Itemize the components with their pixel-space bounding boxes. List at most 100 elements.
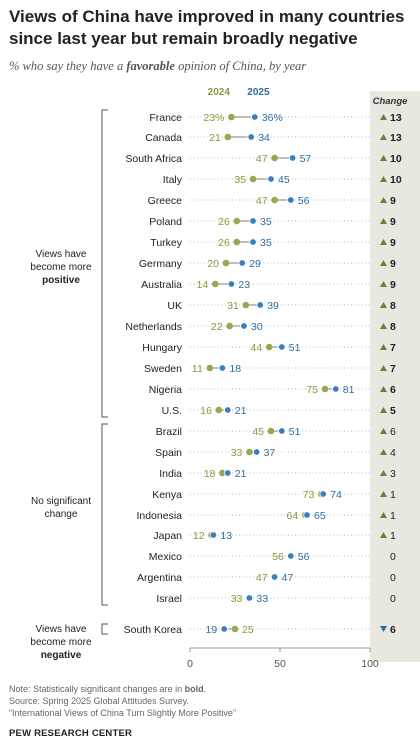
change-column-bg [370, 91, 420, 662]
up-arrow-icon [380, 239, 387, 245]
country-label: Poland [149, 216, 182, 228]
value-2025: 51 [289, 342, 301, 354]
dot-2024 [206, 364, 214, 372]
change-value: 9 [390, 258, 396, 270]
up-arrow-icon [380, 407, 387, 413]
dot-2024 [271, 154, 278, 162]
country-label: Canada [145, 132, 182, 144]
dot-2025 [220, 625, 228, 633]
down-arrow-icon [380, 626, 387, 632]
value-2025: 36% [262, 112, 283, 124]
bracket-no-change [101, 423, 108, 606]
value-2025: 23 [238, 279, 250, 291]
change-value: 6 [390, 384, 396, 396]
value-2024: 20 [207, 258, 219, 270]
group-label-negative-line: negative [41, 650, 82, 661]
note-line: Note: Statistically significant changes … [9, 683, 236, 695]
dot-2025 [267, 175, 275, 183]
value-2025: 29 [249, 258, 261, 270]
up-arrow-icon [380, 532, 387, 538]
x-tick-label: 100 [361, 658, 379, 670]
country-label: India [159, 468, 182, 480]
value-2024: 25 [242, 624, 254, 636]
value-2025: 65 [314, 510, 326, 522]
country-label: U.S. [162, 405, 182, 417]
up-arrow-icon [380, 344, 387, 350]
change-value: 1 [390, 489, 396, 501]
change-value: 7 [390, 363, 396, 375]
value-2024: 26 [218, 237, 230, 249]
source-line: Source: Spring 2025 Global Attitudes Sur… [9, 696, 189, 706]
dot-2024 [233, 238, 241, 246]
value-2025: 74 [330, 489, 342, 501]
dot-2024 [233, 217, 241, 225]
up-arrow-icon [380, 176, 387, 182]
dot-2025 [319, 490, 327, 498]
group-label-negative-line: become more [30, 637, 92, 648]
dot-2024 [211, 280, 219, 288]
value-2025: 51 [289, 426, 301, 438]
dot-2024 [224, 133, 232, 141]
country-label: France [149, 112, 182, 124]
change-value: 5 [390, 405, 396, 417]
value-2024: 21 [209, 132, 221, 144]
up-arrow-icon [380, 365, 387, 371]
group-label-no-change-line: No significant [31, 496, 91, 507]
up-arrow-icon [380, 134, 387, 140]
chart-subtitle: % who say they have a favorable opinion … [9, 59, 306, 74]
value-2024: 47 [256, 572, 268, 584]
group-label-no-change-line: change [45, 509, 78, 520]
value-2025: 56 [298, 551, 310, 563]
up-arrow-icon [380, 302, 387, 308]
value-2024: 12 [193, 530, 205, 542]
country-label: Spain [155, 447, 182, 459]
legend-2024: 2024 [208, 87, 231, 98]
value-2025: 33 [256, 593, 268, 605]
dot-2025 [278, 427, 286, 435]
dot-2024 [228, 113, 235, 121]
country-label: Japan [153, 530, 182, 542]
value-2025: 30 [251, 321, 263, 333]
country-label: Australia [141, 279, 182, 291]
up-arrow-icon [380, 428, 387, 434]
dot-2024 [271, 196, 278, 204]
change-value: 8 [390, 321, 396, 333]
note-bold: bold [184, 684, 204, 694]
country-label: Hungary [142, 342, 182, 354]
dot-2024 [321, 385, 329, 393]
country-label: Kenya [152, 489, 182, 501]
change-value: 4 [390, 447, 396, 459]
dot-2025 [252, 448, 261, 456]
change-value: 6 [390, 624, 396, 636]
change-value: 13 [390, 132, 402, 144]
value-2024: 22 [211, 321, 223, 333]
dot-2024 [215, 406, 223, 414]
dot-2024 [265, 343, 273, 351]
dot-2024 [222, 259, 230, 267]
value-2024: 33 [231, 447, 243, 459]
notes: Note: Statistically significant changes … [9, 683, 236, 719]
dot-2025 [249, 238, 257, 246]
org-name: PEW RESEARCH CENTER [9, 728, 133, 739]
dot-2024 [267, 427, 275, 435]
value-2024: 26 [218, 216, 230, 228]
value-2025: 45 [278, 174, 290, 186]
up-arrow-icon [380, 491, 387, 497]
value-2025: 21 [235, 468, 247, 480]
country-label: Turkey [150, 237, 182, 249]
up-arrow-icon [380, 114, 387, 120]
value-2025: 18 [229, 363, 241, 375]
dot-2025 [288, 154, 297, 162]
dot-2025 [227, 280, 236, 288]
value-2025: 56 [298, 195, 310, 207]
up-arrow-icon [380, 260, 387, 266]
dot-2025 [287, 552, 295, 560]
change-value: 0 [390, 593, 396, 605]
up-arrow-icon [380, 197, 387, 203]
change-value: 9 [390, 195, 396, 207]
x-tick-label: 50 [274, 658, 286, 670]
change-value: 1 [390, 510, 396, 522]
x-tick-label: 0 [187, 658, 193, 670]
country-label: Indonesia [136, 510, 182, 522]
dot-2025 [218, 364, 227, 372]
